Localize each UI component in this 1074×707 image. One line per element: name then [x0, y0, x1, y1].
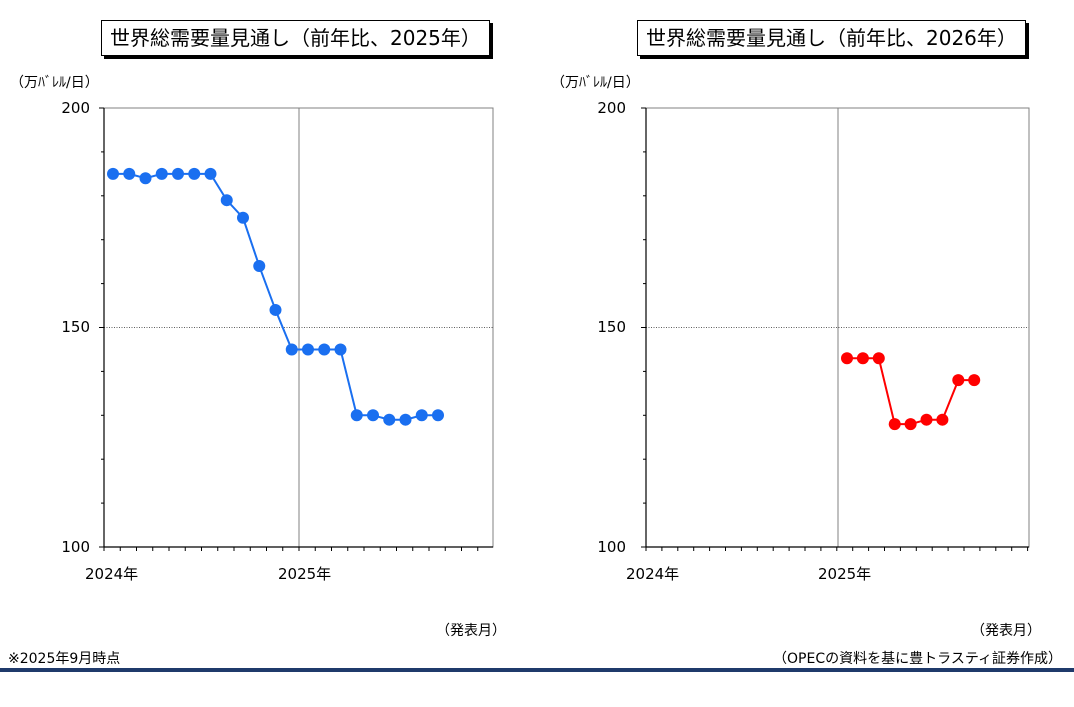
- x-axis-label-left: （発表月）: [436, 623, 506, 639]
- x-axis-label-right: （発表月）: [971, 623, 1041, 639]
- series-line-right: [847, 357, 975, 426]
- data-point-left-4: [172, 167, 184, 180]
- data-point-left-8: [237, 211, 249, 224]
- data-point-left-5: [188, 167, 201, 180]
- x-tick-left-2024: 2024年: [85, 565, 139, 583]
- data-point-left-18: [399, 413, 412, 426]
- data-point-left-19: [415, 409, 428, 422]
- y-tick-left-200: 200: [61, 99, 90, 117]
- y-axis-unit-right: （万ﾊﾞﾚﾙ/日）: [551, 75, 640, 91]
- x-tick-right-2024: 2024年: [626, 565, 680, 583]
- data-point-right-7: [952, 374, 965, 387]
- data-point-left-13: [318, 343, 331, 356]
- data-point-right-8: [968, 374, 981, 387]
- y-tick-left-150: 150: [61, 318, 90, 336]
- data-point-right-2: [872, 352, 885, 365]
- source-credit: （OPECの資料を基に豊トラスティ証券作成）: [773, 651, 1062, 667]
- data-point-left-17: [383, 413, 396, 426]
- data-point-left-7: [220, 194, 233, 207]
- data-point-left-0: [107, 167, 119, 180]
- bottom-divider: [0, 668, 1074, 672]
- y-tick-right-200: 200: [597, 99, 626, 117]
- data-point-right-3: [888, 418, 901, 431]
- y-tick-right-150: 150: [597, 318, 626, 336]
- data-point-right-5: [920, 413, 933, 426]
- data-point-left-12: [302, 343, 314, 356]
- data-point-right-4: [904, 418, 917, 431]
- footnote: ※2025年9月時点: [8, 651, 121, 667]
- data-point-left-14: [334, 343, 347, 356]
- data-point-left-15: [350, 409, 363, 422]
- y-tick-left-100: 100: [61, 538, 90, 556]
- data-point-right-6: [936, 413, 949, 426]
- chart-title-left: 世界総需要量見通し（前年比、2025年）: [101, 20, 490, 56]
- data-point-left-2: [139, 172, 152, 185]
- y-tick-right-100: 100: [597, 538, 626, 556]
- data-point-left-20: [432, 409, 444, 422]
- data-point-left-3: [155, 167, 168, 180]
- x-tick-right-2025: 2025年: [818, 565, 872, 583]
- data-point-left-16: [367, 409, 379, 422]
- series-line-left: [113, 172, 438, 421]
- data-point-left-9: [253, 260, 266, 273]
- data-point-right-0: [841, 352, 853, 365]
- data-point-left-6: [204, 167, 217, 180]
- x-tick-left-2025: 2025年: [278, 565, 332, 583]
- data-point-left-1: [123, 167, 136, 180]
- data-point-right-1: [856, 352, 869, 365]
- data-point-left-10: [269, 303, 282, 316]
- chart-title-right: 世界総需要量見通し（前年比、2026年）: [637, 20, 1026, 56]
- data-point-left-11: [285, 343, 298, 356]
- y-axis-unit-left: （万ﾊﾞﾚﾙ/日）: [10, 75, 99, 91]
